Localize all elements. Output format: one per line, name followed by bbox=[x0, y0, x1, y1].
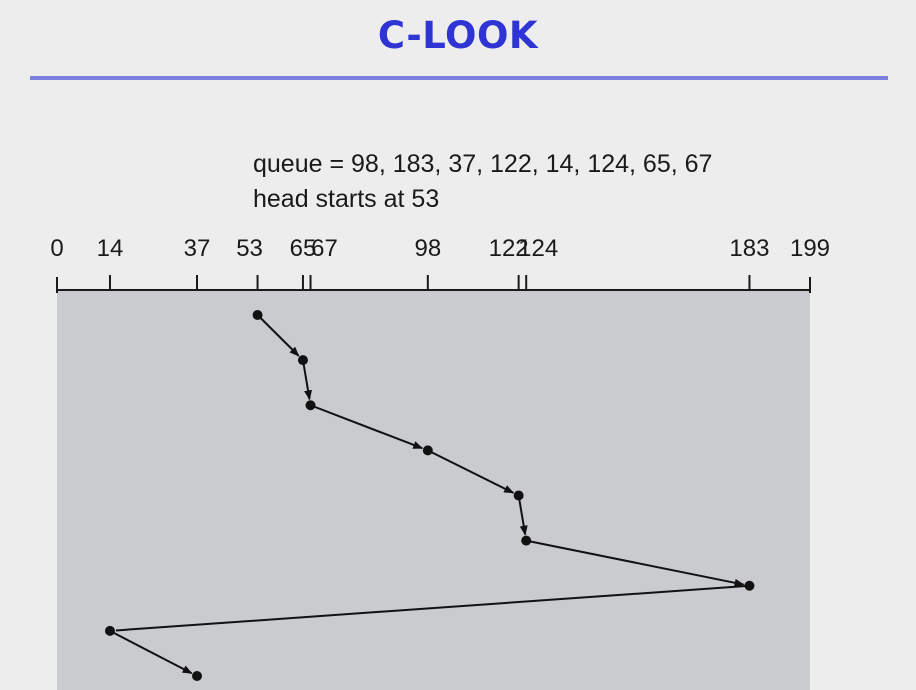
slide-title: C-LOOK bbox=[377, 14, 539, 57]
seek-path bbox=[109, 314, 750, 675]
title-divider bbox=[30, 76, 888, 80]
seek-segment bbox=[109, 629, 193, 675]
seek-segment bbox=[427, 449, 515, 494]
seek-point bbox=[521, 535, 532, 546]
axis-tick-label: 0 bbox=[50, 235, 63, 262]
plot-area bbox=[57, 290, 810, 690]
axis-tick-label: 98 bbox=[414, 235, 441, 262]
seek-point bbox=[192, 671, 203, 681]
seek-point bbox=[297, 355, 308, 366]
axis-tick-label: 122 bbox=[489, 235, 529, 262]
axis-tick-label: 67 bbox=[311, 235, 338, 262]
seek-point bbox=[104, 625, 115, 636]
axis-tick-label: 53 bbox=[236, 235, 263, 262]
axis-tick-label: 37 bbox=[184, 235, 211, 262]
seek-point bbox=[305, 400, 316, 411]
seek-point bbox=[422, 445, 433, 456]
axis-tick-label: 124 bbox=[518, 235, 558, 262]
head-start-text: head starts at 53 bbox=[253, 185, 440, 213]
seek-point bbox=[513, 490, 524, 501]
seek-segment bbox=[526, 539, 745, 587]
axis-tick-label: 14 bbox=[97, 235, 124, 262]
axis-tick-label: 65 bbox=[290, 235, 317, 262]
seek-segment bbox=[256, 314, 300, 357]
axis-tick-label: 183 bbox=[729, 235, 769, 262]
seek-point bbox=[252, 310, 263, 320]
seek-segment bbox=[115, 584, 750, 632]
seek-segment bbox=[301, 359, 312, 401]
axis-ticks bbox=[56, 275, 811, 293]
seek-points bbox=[104, 310, 755, 681]
seek-point bbox=[744, 580, 755, 591]
seek-segment bbox=[517, 495, 528, 536]
axis-tick-label: 199 bbox=[790, 235, 830, 262]
queue-text: queue = 98, 183, 37, 122, 14, 124, 65, 6… bbox=[253, 150, 713, 178]
seek-segment bbox=[310, 404, 424, 450]
